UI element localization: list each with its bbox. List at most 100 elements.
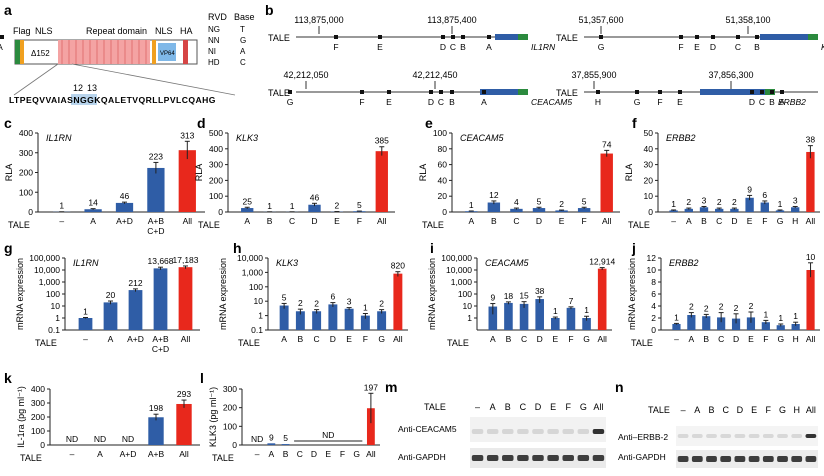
tale-site-mark	[780, 90, 784, 94]
tale-site-mark	[482, 90, 486, 94]
x-tick-label: A+D	[116, 216, 133, 226]
bar	[295, 311, 305, 330]
panel-letter-n: n	[615, 379, 624, 395]
data-label: 7	[569, 296, 574, 306]
blot-band	[791, 456, 803, 462]
y-tick-label: 1	[467, 313, 472, 323]
bar	[791, 324, 800, 330]
data-label: 13,668	[148, 256, 174, 266]
rvd-highlight	[71, 94, 97, 105]
blot-m-tale-label: TALE	[424, 402, 446, 412]
y-tick-label: 12	[647, 253, 657, 263]
x-tick-label: G	[777, 216, 784, 226]
bar	[806, 270, 815, 330]
chart-title: ERBB2	[666, 133, 696, 143]
y-tick-label: 1,000	[451, 277, 473, 287]
blot-n-row-gapdh: Anti-GAPDH	[618, 452, 666, 462]
data-label: 2	[379, 299, 384, 309]
blot-m-bands	[471, 429, 605, 461]
vp64-label: VP64	[160, 51, 175, 57]
x-tick-label: F	[762, 216, 767, 226]
data-label: 198	[149, 403, 163, 413]
x-tick-label: D	[311, 449, 317, 459]
x-tick-label: All	[366, 449, 376, 459]
tale-site-mark	[451, 35, 455, 39]
tale-site-label: F	[678, 42, 683, 52]
data-label: 5	[537, 196, 542, 206]
coordinate-label: 42,212,450	[412, 70, 457, 80]
blot-lane-label: G	[779, 405, 786, 415]
bar	[393, 273, 403, 330]
panel-letter-g: g	[4, 240, 13, 256]
data-label: 46	[310, 192, 320, 202]
x-tick-label: E	[559, 216, 565, 226]
tale-site-label: D	[749, 97, 755, 107]
x-tick-label: C+D	[152, 344, 169, 354]
data-label: 15	[519, 291, 529, 301]
blot-band	[677, 434, 689, 438]
x-tick-label: B	[267, 216, 273, 226]
panel-letter-c: c	[4, 115, 12, 131]
x-tick-label: All	[393, 334, 403, 344]
bar	[806, 151, 815, 212]
chart-panel-c: c IL1RN 0 100 200 300 400 RLA TALE 1 – 14 A 46 A+D 223 A…	[4, 115, 205, 236]
y-tick-label: 10	[463, 301, 473, 311]
chart-title: IL1RN	[46, 133, 72, 143]
x-tick-label: H	[792, 216, 798, 226]
blot-band	[577, 429, 590, 434]
vp64-block	[158, 43, 176, 61]
bar	[366, 408, 375, 445]
blot-lane-label: B	[708, 405, 714, 415]
base-row-1: T	[240, 25, 245, 34]
data-label: 2	[749, 301, 754, 311]
x-tick-label: B	[491, 216, 497, 226]
data-label: 1	[674, 312, 679, 322]
blot-lane-label: A	[490, 402, 496, 412]
y-tick-label: 100	[458, 289, 472, 299]
y-tick-label: 0	[40, 440, 45, 450]
bar	[487, 202, 501, 212]
blot-band	[805, 434, 817, 438]
x-tick-label: F	[357, 216, 362, 226]
data-label: 12,914	[589, 257, 615, 267]
panel-n: n TALE – A B C D E F G H All Anti–ERBB-2 Anti-GAP…	[615, 379, 818, 468]
bar	[775, 210, 785, 212]
x-tick-label: F	[363, 334, 368, 344]
nd-group-label: ND	[322, 430, 334, 440]
coordinate-label: 42,212,050	[283, 70, 328, 80]
blot-band	[486, 429, 499, 434]
track-tale-label: TALE	[556, 33, 578, 43]
data-label: ND	[251, 434, 263, 444]
data-label: 5	[582, 196, 587, 206]
bar	[730, 208, 739, 212]
tale-site-label: G	[287, 97, 294, 107]
x-tick-label: B	[283, 449, 289, 459]
x-tick-label: B	[703, 334, 709, 344]
bar	[328, 304, 338, 330]
x-tick-label: C	[513, 216, 519, 226]
bar	[731, 318, 741, 330]
tale-site-label: H	[595, 97, 601, 107]
tale-site-mark	[760, 90, 764, 94]
x-tick-label: A+D	[120, 449, 137, 459]
bar	[555, 210, 568, 212]
blot-lane-label: D	[535, 402, 542, 412]
x-tick-label: All	[806, 334, 816, 344]
chart-title: IL1RN	[73, 258, 99, 268]
y-tick-label: 6	[651, 289, 656, 299]
data-label: 3	[702, 195, 707, 205]
blot-band	[502, 455, 514, 461]
gene-body	[495, 34, 528, 40]
y-tick-label: 300	[209, 160, 223, 170]
coordinate-label: 37,855,900	[571, 70, 616, 80]
x-tick-label: E	[346, 334, 352, 344]
x-tick-label: C	[718, 334, 724, 344]
x-tick-label: All	[597, 334, 607, 344]
data-label: ND	[66, 434, 78, 444]
bar	[153, 268, 168, 330]
rvd-row-2: NN	[208, 36, 220, 45]
blot-band	[547, 429, 559, 434]
y-tick-label: 10,000	[446, 265, 472, 275]
x-tick-label: A+B	[148, 449, 165, 459]
